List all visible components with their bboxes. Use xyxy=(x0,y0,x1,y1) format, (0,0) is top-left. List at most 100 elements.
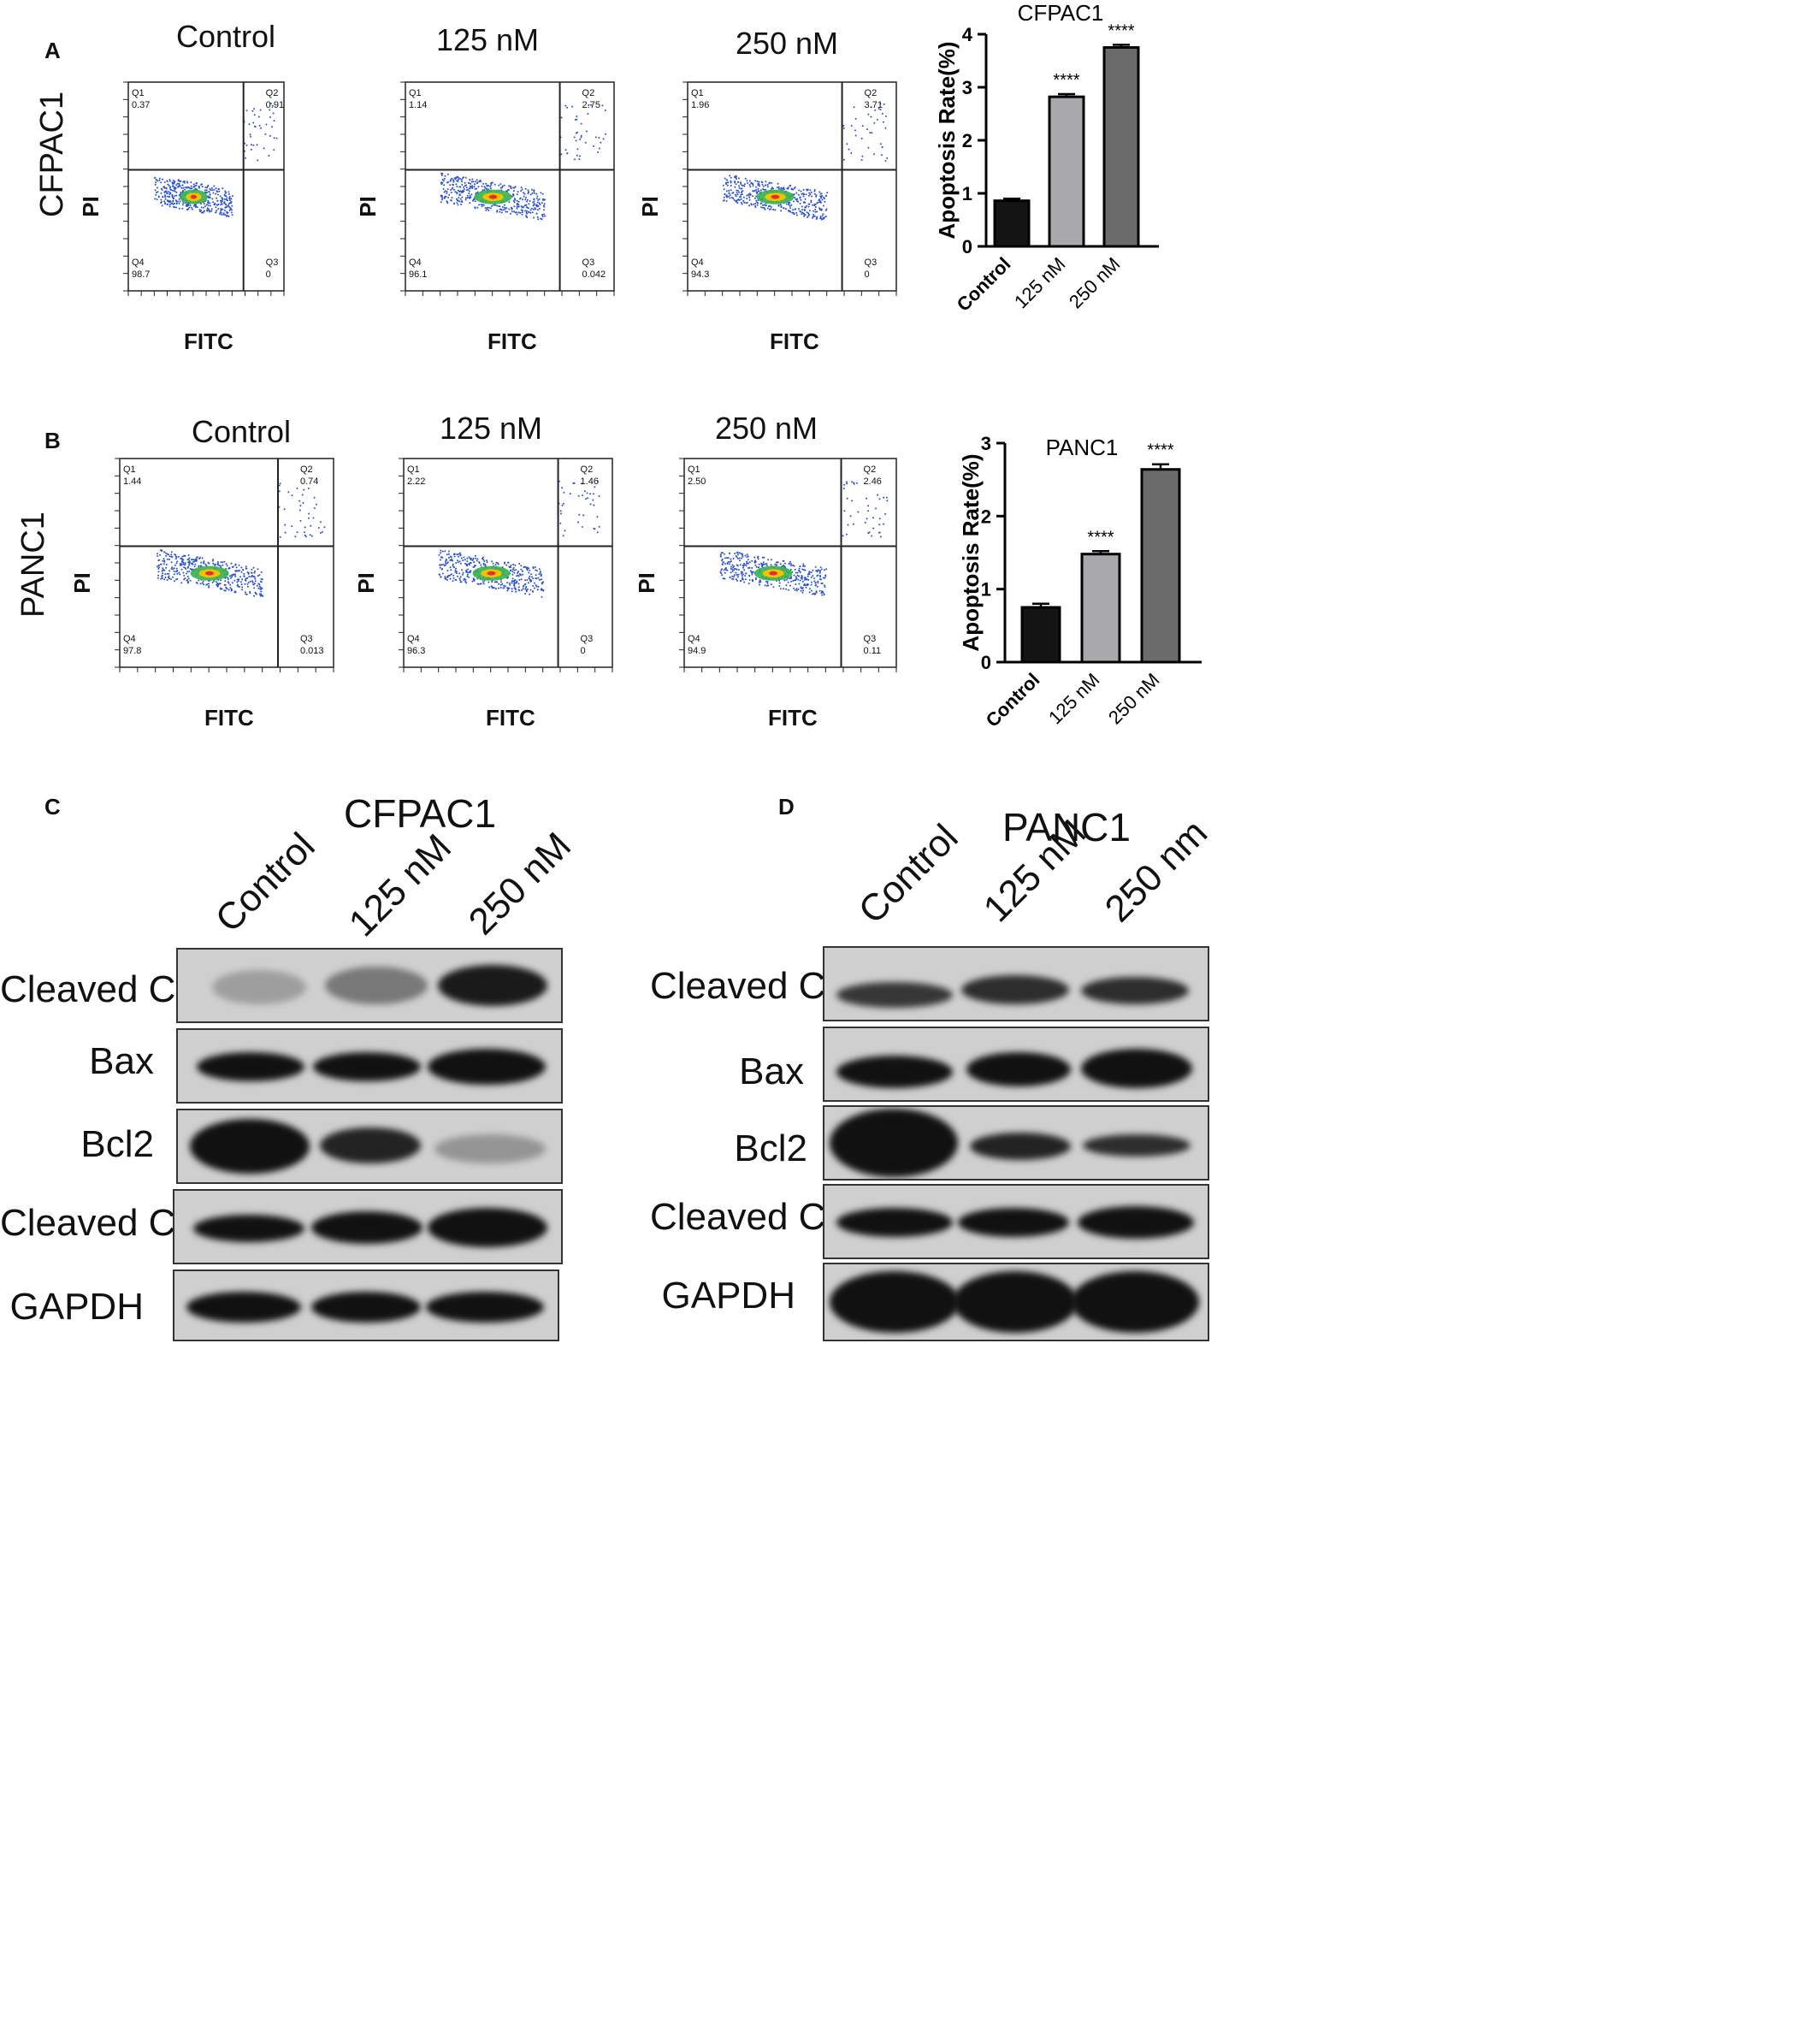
q1-name: Q1 xyxy=(132,88,145,98)
x-tick-label: 125 nM xyxy=(1044,669,1104,729)
q3-value: 0.013 xyxy=(300,646,324,656)
q2-readout: Q2 3.71 xyxy=(865,87,883,111)
blot-band xyxy=(426,1292,544,1323)
flow-title-b1: Control xyxy=(191,414,292,449)
blot-band xyxy=(428,1049,546,1085)
flow-title-a3: 250 nM xyxy=(735,26,839,61)
y-tick-label: 2 xyxy=(981,506,991,527)
q2-value: 0.91 xyxy=(265,100,285,110)
blot-band xyxy=(311,1292,421,1323)
q2-name: Q2 xyxy=(863,465,877,475)
chart-title: CFPAC1 xyxy=(1018,0,1104,26)
blot-c-label-cleaved-c8: Cleaved C8 xyxy=(0,1202,197,1244)
flow-x-label: FITC xyxy=(486,705,535,731)
blot-c-label-cleaved-c3: Cleaved C3 xyxy=(0,968,197,1010)
q1-name: Q1 xyxy=(409,88,422,98)
bar xyxy=(1102,46,1140,248)
blot-band xyxy=(836,982,953,1008)
q2-name: Q2 xyxy=(864,88,878,98)
blot-c-strip-bax xyxy=(176,1028,563,1104)
q2-name: Q2 xyxy=(265,88,279,98)
blot-band xyxy=(953,1271,1078,1333)
q3-value: 0 xyxy=(580,646,586,656)
chart-y-label: Apoptosis Rate(%) xyxy=(934,41,960,239)
q4-name: Q4 xyxy=(688,634,700,644)
q4-value: 96.1 xyxy=(409,269,428,280)
q3-readout: Q3 0 xyxy=(266,257,279,281)
y-tick-label: 4 xyxy=(962,24,973,45)
flow-y-label: PI xyxy=(77,196,103,217)
q3-readout: Q3 0 xyxy=(865,257,878,281)
blot-band xyxy=(313,1052,421,1081)
q1-value: 1.14 xyxy=(409,100,428,110)
q1-readout: Q1 1.44 xyxy=(123,464,141,488)
blot-band xyxy=(966,1052,1071,1086)
flow-title-a1: Control xyxy=(175,19,276,54)
q4-value: 94.9 xyxy=(688,646,706,656)
q2-value: 1.46 xyxy=(580,476,599,487)
q2-name: Q2 xyxy=(300,465,313,475)
bar xyxy=(1140,468,1181,664)
blot-d-label-cleaved-c3: Cleaved C3 xyxy=(650,965,847,1007)
q2-readout: Q2 1.46 xyxy=(581,464,599,488)
q1-value: 1.44 xyxy=(123,476,142,487)
blot-c-lane-125: 125 nM xyxy=(340,826,460,945)
q1-readout: Q1 2.22 xyxy=(407,464,425,488)
q3-readout: Q3 0.013 xyxy=(300,633,324,657)
blot-d-label-gapdh: GAPDH xyxy=(661,1275,795,1317)
q1-value: 2.50 xyxy=(688,476,706,487)
q4-name: Q4 xyxy=(691,257,704,268)
q4-readout: Q4 94.3 xyxy=(691,257,709,281)
bar-chart-panc1: 0 1 2 3 Control **** 125 nM **** 250 nM Apoptosis… xyxy=(941,428,1223,757)
blot-title-cfpac1: CFPAC1 xyxy=(344,791,497,836)
q3-name: Q3 xyxy=(863,634,877,644)
q4-readout: Q4 96.1 xyxy=(409,257,427,281)
blot-c-strip-cleaved-c3 xyxy=(176,948,563,1023)
q2-value: 2.46 xyxy=(863,476,882,487)
q4-value: 96.3 xyxy=(407,646,426,656)
chart-title: PANC1 xyxy=(1046,435,1119,460)
blot-band xyxy=(190,1119,310,1174)
blot-band xyxy=(1078,1206,1194,1239)
blot-band xyxy=(311,1211,422,1244)
y-tick-label: 3 xyxy=(981,433,991,454)
q1-readout: Q1 2.50 xyxy=(688,464,706,488)
flow-title-b3: 250 nM xyxy=(714,411,818,446)
q4-value: 98.7 xyxy=(132,269,151,280)
flow-x-label: FITC xyxy=(488,328,537,354)
flow-title-b2: 125 nM xyxy=(439,411,543,446)
q4-name: Q4 xyxy=(407,634,420,644)
blot-band xyxy=(970,1133,1071,1160)
q3-name: Q3 xyxy=(300,634,313,644)
q2-readout: Q2 2.46 xyxy=(864,464,882,488)
q1-readout: Q1 1.96 xyxy=(691,87,709,111)
flow-plot-a1: Q1 0.37 Q2 0.91 Q4 98.7 Q3 0 FITC PI xyxy=(78,81,285,354)
q4-name: Q4 xyxy=(123,634,136,644)
q1-name: Q1 xyxy=(691,88,704,98)
blot-d-label-cleaved-c8: Cleaved C8 xyxy=(650,1196,847,1238)
bar-chart-cfpac1: 0 1 2 3 4 Control **** 125 nM **** 250 nM Apoptosi… xyxy=(924,0,1206,364)
blot-band xyxy=(961,975,1069,1004)
row-label-cfpac1: CFPAC1 xyxy=(34,91,70,217)
q4-readout: Q4 96.3 xyxy=(407,633,425,657)
blot-band xyxy=(428,1208,547,1247)
blot-c-strip-cleaved-c8 xyxy=(173,1189,563,1264)
q4-readout: Q4 94.9 xyxy=(688,633,706,657)
blot-d-strip-bcl2 xyxy=(823,1105,1209,1181)
q1-readout: Q1 1.14 xyxy=(409,87,427,111)
blot-c-strip-gapdh xyxy=(173,1269,559,1341)
bar xyxy=(1080,553,1121,664)
blot-d-label-bcl2: Bcl2 xyxy=(734,1127,807,1169)
blot-c-strip-bcl2 xyxy=(176,1109,563,1184)
q4-value: 97.8 xyxy=(123,646,142,656)
flow-plot-b1: Q1 1.44 Q2 0.74 Q4 97.8 Q3 0.013 FITC PI xyxy=(69,458,334,731)
q3-value: 0.042 xyxy=(582,269,606,280)
blot-d-label-bax: Bax xyxy=(739,1050,804,1092)
q3-value: 0 xyxy=(864,269,870,280)
blot-band xyxy=(958,1208,1069,1237)
panel-letter-b: B xyxy=(44,428,61,453)
q2-readout: Q2 0.91 xyxy=(266,87,284,111)
significance-label: **** xyxy=(1147,441,1173,460)
flow-plot-a3: Q1 1.96 Q2 3.71 Q4 94.3 Q3 0 FITC PI xyxy=(637,81,897,354)
blot-c-label-bcl2: Bcl2 xyxy=(80,1123,154,1165)
